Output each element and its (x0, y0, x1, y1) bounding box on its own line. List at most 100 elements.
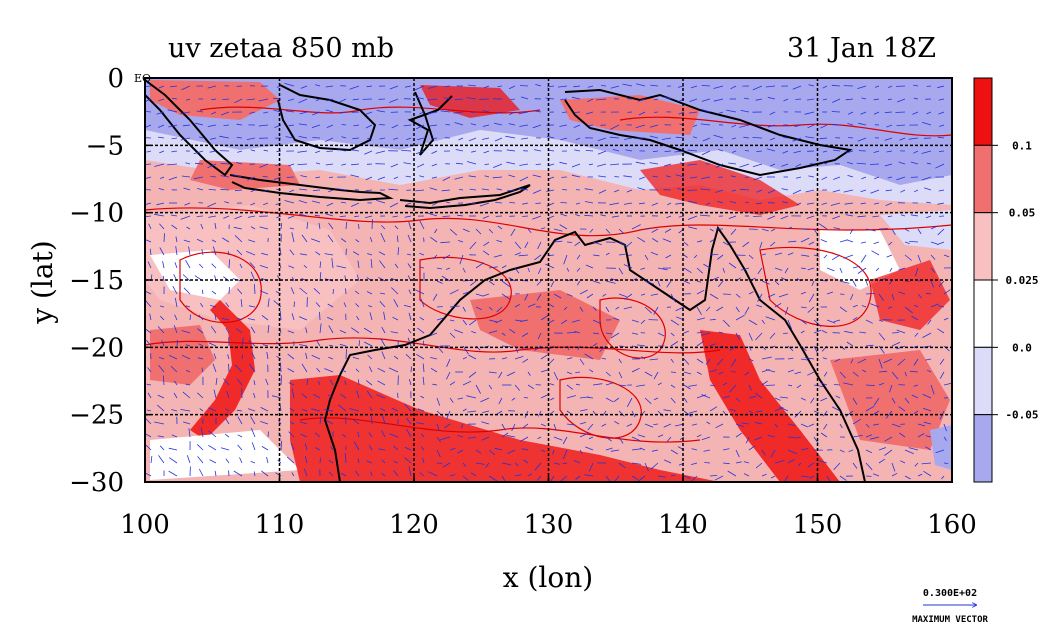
wind-vector (159, 445, 165, 451)
wind-vector (557, 85, 568, 88)
wind-vector (261, 314, 269, 321)
wind-vector (182, 391, 191, 399)
wind-vector (562, 449, 568, 460)
wind-vector (493, 163, 503, 168)
wind-vector (623, 264, 633, 269)
wind-vector (145, 189, 152, 191)
wind-vector (507, 189, 516, 192)
wind-vector (690, 85, 698, 89)
wind-vector (261, 446, 269, 451)
wind-vector (861, 305, 867, 308)
wind-vector (804, 111, 815, 115)
wind-vector (726, 109, 737, 113)
wind-vector (550, 280, 555, 288)
wind-vector (168, 447, 178, 451)
wind-vector (519, 163, 529, 166)
wind-vector (416, 124, 425, 130)
wind-vector (170, 214, 178, 217)
wind-vector (328, 222, 334, 230)
wind-vector (482, 250, 490, 256)
region-west-white (150, 250, 240, 300)
wind-vector (740, 188, 750, 191)
wind-vector (638, 111, 646, 116)
wind-vector (527, 267, 530, 273)
wind-vector (261, 252, 269, 256)
wind-vector (468, 354, 477, 360)
wind-vector (349, 408, 360, 412)
wind-vector (874, 85, 880, 88)
wind-vector (644, 371, 653, 377)
wind-vector (209, 459, 217, 464)
wind-vector (679, 436, 685, 441)
wind-vector (696, 289, 705, 295)
wind-vector (497, 85, 503, 87)
wind-vector (897, 98, 906, 103)
wind-vector (458, 189, 464, 191)
wind-vector (497, 225, 503, 230)
wind-vector (787, 345, 794, 352)
wind-vector (158, 455, 165, 464)
wind-vector (510, 228, 516, 237)
wind-vector (228, 286, 230, 295)
wind-vector (341, 433, 347, 438)
wind-vector (209, 150, 217, 153)
wind-vector (847, 111, 854, 115)
wind-vector (194, 162, 204, 165)
wind-vector (376, 394, 386, 399)
wind-vector (709, 293, 719, 300)
wind-vector (167, 163, 178, 166)
wind-vector (312, 137, 321, 139)
wind-vector (429, 332, 438, 337)
wind-vector (376, 110, 386, 113)
wind-vector (172, 285, 178, 295)
wind-vector (271, 395, 282, 399)
wind-vector (657, 475, 666, 478)
wind-vector (314, 84, 321, 87)
wind-vector (631, 462, 642, 465)
wind-vector (649, 124, 659, 128)
wind-vector (904, 449, 914, 454)
wind-vector (930, 303, 939, 308)
wind-vector (865, 319, 873, 324)
wind-vector (941, 475, 945, 480)
wind-vector (449, 289, 459, 295)
wind-vector (288, 431, 295, 438)
wind-vector (910, 161, 919, 165)
wind-vector (536, 280, 542, 286)
wind-vector (550, 475, 555, 482)
wind-vector (388, 367, 399, 373)
wind-vector (588, 436, 594, 440)
wind-vector (494, 122, 503, 126)
wind-vector (195, 122, 204, 126)
wind-vector (383, 311, 386, 321)
wind-vector (663, 423, 672, 428)
wind-vector (365, 189, 373, 191)
wind-vector (366, 291, 373, 295)
wind-vector (171, 434, 178, 438)
wind-vector (926, 201, 932, 204)
region-north-red-4 (640, 160, 800, 215)
wind-vector (368, 305, 373, 308)
wind-vector (670, 397, 676, 404)
wind-vector (566, 384, 574, 390)
wind-vector (377, 176, 386, 180)
wind-vector (188, 246, 191, 256)
wind-vector (938, 111, 945, 115)
y-axis-label: y (lat) (26, 240, 59, 324)
wind-vector (653, 306, 659, 315)
wind-vector (872, 215, 880, 218)
wind-vector (683, 241, 689, 246)
wind-vector (912, 111, 919, 115)
wind-vector (145, 291, 152, 295)
wind-vector (553, 240, 563, 243)
wind-vector (443, 97, 451, 100)
wind-vector (856, 162, 867, 165)
wind-vector (159, 150, 165, 154)
wind-vector (631, 367, 640, 373)
wind-vector (259, 163, 269, 168)
wind-vector (638, 202, 646, 205)
wind-vector (508, 174, 516, 178)
wind-vector (820, 239, 828, 243)
wind-vector (640, 319, 646, 325)
wind-vector (800, 237, 810, 243)
